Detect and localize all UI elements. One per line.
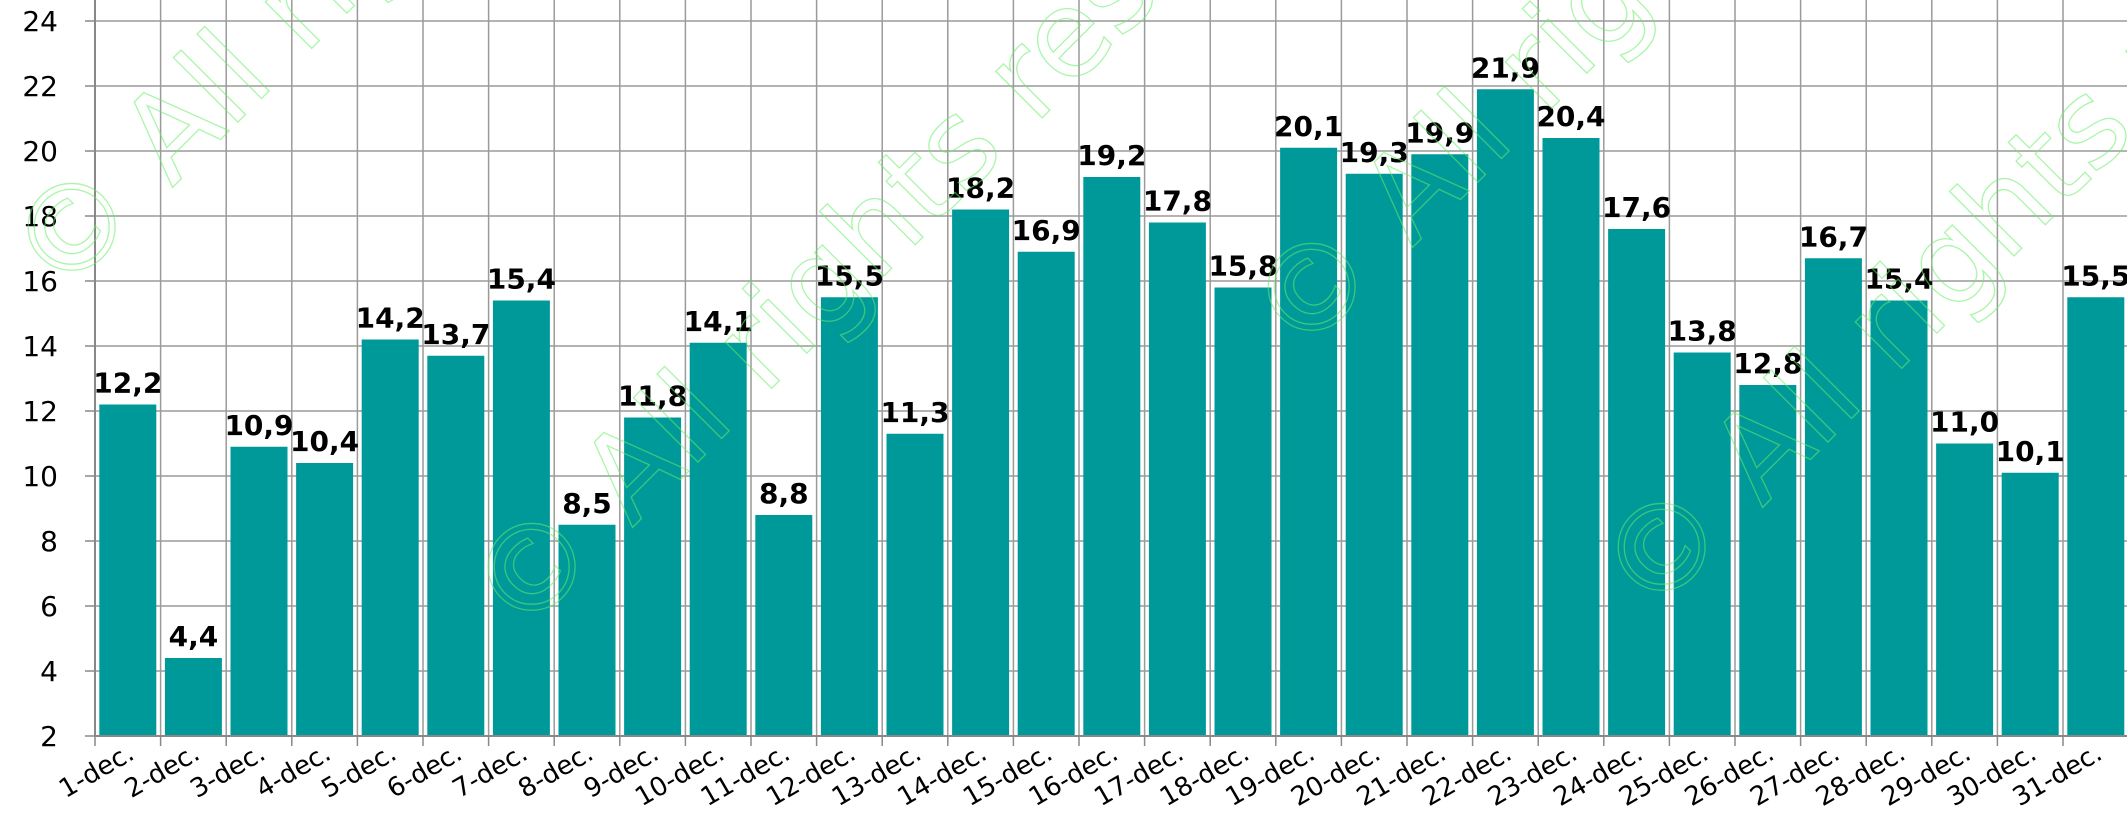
data-label: 10,1 <box>1996 435 2065 468</box>
data-label: 8,5 <box>562 487 612 520</box>
x-tick-labels: 1-dec.2-dec.3-dec.4-dec.5-dec.6-dec.7-de… <box>54 738 2107 813</box>
x-tick-label: 5-dec. <box>317 738 402 804</box>
y-tick-label: 6 <box>40 590 58 623</box>
data-label: 15,5 <box>815 259 884 292</box>
bar-27-dec. <box>1804 258 1862 736</box>
y-tick-label: 18 <box>22 200 58 233</box>
bar-29-dec. <box>1936 443 1994 736</box>
bar-30-dec. <box>2001 472 2059 736</box>
data-label: 11,8 <box>618 380 687 413</box>
bar-11-dec. <box>755 515 813 736</box>
bar-19-dec. <box>1280 147 1338 736</box>
y-tick-label: 14 <box>22 330 58 363</box>
data-label: 19,3 <box>1340 136 1409 169</box>
data-label: 8,8 <box>759 477 809 510</box>
bar-14-dec. <box>952 209 1010 736</box>
x-tick-label: 3-dec. <box>185 738 270 804</box>
data-label: 19,2 <box>1077 139 1146 172</box>
data-label: 15,8 <box>1208 250 1277 283</box>
y-tick-label: 12 <box>22 395 58 428</box>
data-label: 20,1 <box>1274 110 1343 143</box>
bar-25-dec. <box>1673 352 1731 736</box>
data-label: 18,2 <box>946 172 1015 205</box>
y-tick-label: 22 <box>22 70 58 103</box>
data-label: 4,4 <box>169 620 219 653</box>
data-labels: 12,2 4,4 10,910,4 14,213,7 15,4 8,5 11,8 14,1 8,… <box>93 51 2127 653</box>
bar-8-dec. <box>558 524 616 736</box>
data-label: 10,9 <box>224 409 293 442</box>
bar-12-dec. <box>820 297 878 736</box>
data-label: 10,4 <box>290 425 359 458</box>
bar-23-dec. <box>1542 138 1600 736</box>
bar-13-dec. <box>886 433 944 736</box>
bar-9-dec. <box>624 417 682 736</box>
y-tick-label: 2 <box>40 720 58 753</box>
data-label: 14,2 <box>356 302 425 335</box>
data-label: 15,5 <box>2061 259 2127 292</box>
data-label: 13,8 <box>1668 315 1737 348</box>
bars <box>99 89 2125 736</box>
data-label: 21,9 <box>1471 51 1540 84</box>
x-tick-label: 2-dec. <box>120 738 205 804</box>
data-label: 12,8 <box>1733 347 1802 380</box>
x-tick-label: 8-dec. <box>513 738 598 804</box>
bar-20-dec. <box>1345 173 1403 736</box>
data-label: 11,3 <box>880 396 949 429</box>
y-tick-label: 16 <box>22 265 58 298</box>
bar-28-dec. <box>1870 300 1928 736</box>
bar-3-dec. <box>230 446 288 736</box>
bar-16-dec. <box>1083 177 1141 736</box>
bar-5-dec. <box>361 339 419 736</box>
data-label: 14,1 <box>684 305 753 338</box>
x-tick-label: 6-dec. <box>382 738 467 804</box>
bar-2-dec. <box>164 658 222 736</box>
data-label: 17,8 <box>1143 185 1212 218</box>
x-tick-label: 1-dec. <box>54 738 139 804</box>
data-label: 12,2 <box>93 367 162 400</box>
y-tick-label: 10 <box>22 460 58 493</box>
bar-15-dec. <box>1017 251 1075 736</box>
data-label: 11,0 <box>1930 406 1999 439</box>
bar-10-dec. <box>689 342 747 736</box>
data-label: 15,4 <box>1864 263 1933 296</box>
data-label: 13,7 <box>421 318 490 351</box>
x-tick-label: 7-dec. <box>448 738 533 804</box>
data-label: 19,9 <box>1405 116 1474 149</box>
bar-18-dec. <box>1214 287 1272 736</box>
bar-4-dec. <box>296 463 354 736</box>
bar-6-dec. <box>427 355 485 736</box>
bar-24-dec. <box>1608 229 1666 736</box>
data-label: 16,9 <box>1012 214 1081 247</box>
data-label: 15,4 <box>487 263 556 296</box>
x-tick-label: 4-dec. <box>251 738 336 804</box>
data-label: 16,7 <box>1799 220 1868 253</box>
bar-22-dec. <box>1476 89 1534 736</box>
y-tick-label: 20 <box>22 135 58 168</box>
data-label: 17,6 <box>1602 191 1671 224</box>
bar-7-dec. <box>492 300 550 736</box>
bar-31-dec. <box>2067 297 2125 736</box>
bar-21-dec. <box>1411 154 1469 736</box>
y-tick-label: 8 <box>40 525 58 558</box>
y-tick-label: 4 <box>40 655 58 688</box>
bar-26-dec. <box>1739 385 1797 736</box>
bar-1-dec. <box>99 404 157 736</box>
y-tick-label: 24 <box>22 5 58 38</box>
bar-17-dec. <box>1148 222 1206 736</box>
data-label: 20,4 <box>1536 100 1605 133</box>
axes <box>85 0 2127 746</box>
